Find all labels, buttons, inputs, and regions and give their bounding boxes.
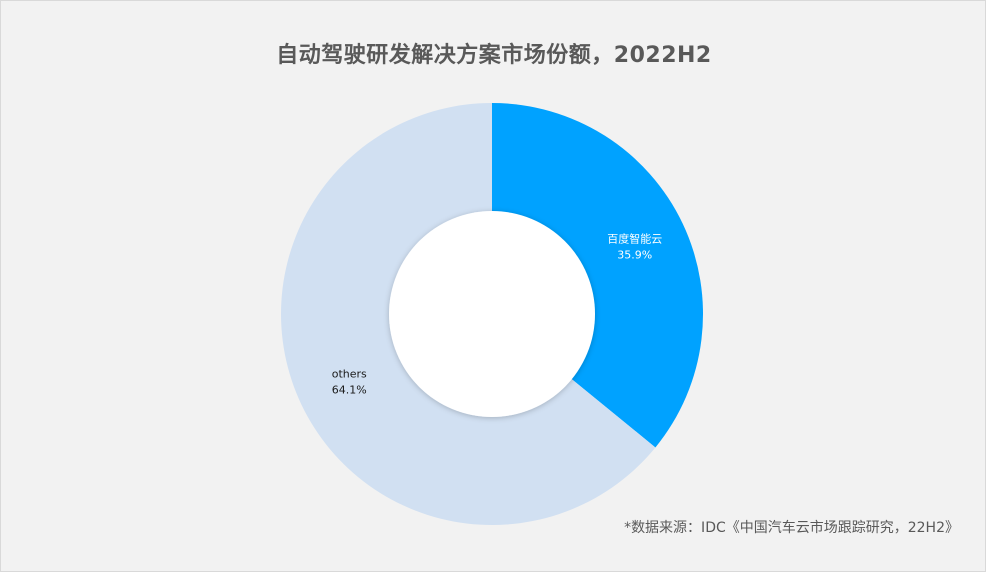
slice-label-name: 百度智能云 xyxy=(607,231,662,245)
pie-slice-baidu xyxy=(492,103,703,448)
slice-label-value: 64.1% xyxy=(332,384,367,397)
source-note: *数据来源：IDC《中国汽车云市场跟踪研究，22H2》 xyxy=(624,520,959,536)
donut-hole xyxy=(389,211,595,417)
slice-label-name: others xyxy=(332,368,367,381)
slice-label-value: 35.9% xyxy=(617,248,652,261)
chart-title: 自动驾驶研发解决方案市场份额，2022H2 xyxy=(276,43,712,68)
